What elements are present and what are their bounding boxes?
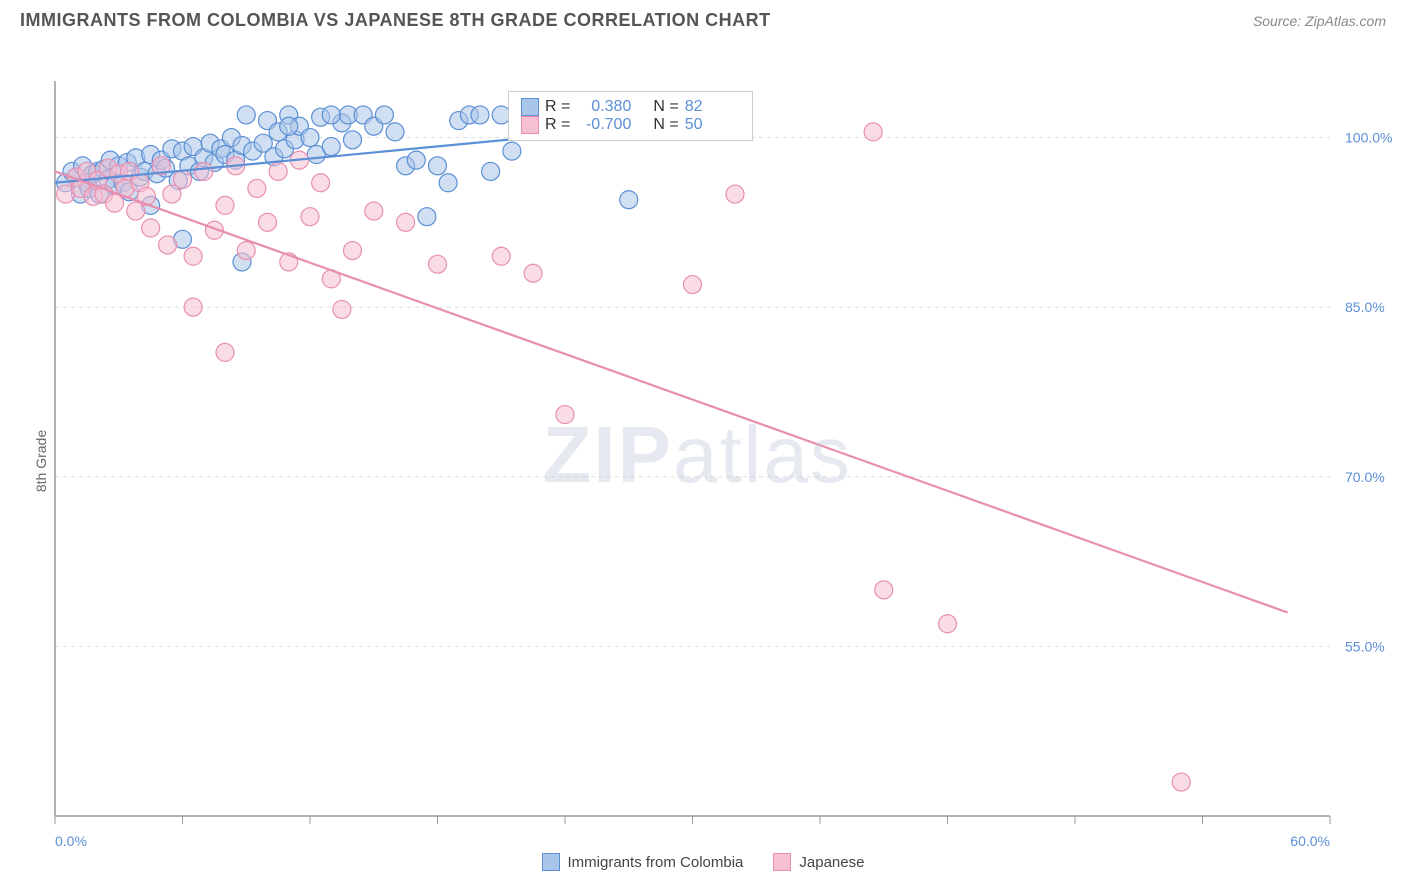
data-point-japanese bbox=[301, 208, 319, 226]
bottom-legend-item-colombia: Immigrants from Colombia bbox=[542, 853, 744, 871]
bottom-legend-item-japanese: Japanese bbox=[773, 853, 864, 871]
data-point-japanese bbox=[333, 300, 351, 318]
x-tick-label: 0.0% bbox=[55, 833, 87, 849]
data-point-colombia bbox=[418, 208, 436, 226]
data-point-japanese bbox=[248, 179, 266, 197]
data-point-colombia bbox=[471, 106, 489, 124]
trend-line-japanese bbox=[55, 171, 1288, 612]
legend-swatch bbox=[521, 116, 539, 134]
data-point-japanese bbox=[429, 255, 447, 273]
data-point-japanese bbox=[524, 264, 542, 282]
source-attribution: Source: ZipAtlas.com bbox=[1253, 13, 1386, 29]
legend-r-value: -0.700 bbox=[576, 116, 631, 134]
data-point-colombia bbox=[237, 106, 255, 124]
data-point-japanese bbox=[556, 406, 574, 424]
data-point-colombia bbox=[280, 117, 298, 135]
data-point-japanese bbox=[174, 170, 192, 188]
legend-r-value: 0.380 bbox=[576, 98, 631, 116]
data-point-japanese bbox=[259, 213, 277, 231]
legend-r-label: R = bbox=[545, 116, 570, 134]
legend-row-japanese: R = -0.700 N = 50 bbox=[521, 116, 740, 134]
x-tick-label: 60.0% bbox=[1290, 833, 1330, 849]
data-point-japanese bbox=[864, 123, 882, 141]
legend-n-label: N = bbox=[653, 98, 678, 116]
chart-container: 8th Grade 55.0% 70.0% 85.0% 100.0% 0.0% 60.0%… bbox=[0, 36, 1406, 886]
data-point-japanese bbox=[397, 213, 415, 231]
y-tick-label: 100.0% bbox=[1345, 130, 1392, 146]
legend-n-value: 50 bbox=[685, 116, 740, 134]
data-point-japanese bbox=[939, 615, 957, 633]
data-point-colombia bbox=[322, 138, 340, 156]
data-point-colombia bbox=[503, 142, 521, 160]
data-point-japanese bbox=[159, 236, 177, 254]
data-point-japanese bbox=[216, 343, 234, 361]
data-point-colombia bbox=[375, 106, 393, 124]
data-point-colombia bbox=[439, 174, 457, 192]
legend-n-value: 82 bbox=[685, 98, 740, 116]
y-axis-label: 8th Grade bbox=[33, 430, 49, 492]
data-point-japanese bbox=[684, 276, 702, 294]
chart-title: IMMIGRANTS FROM COLOMBIA VS JAPANESE 8TH… bbox=[20, 10, 771, 31]
data-point-japanese bbox=[184, 247, 202, 265]
legend-series-label: Japanese bbox=[799, 854, 864, 871]
data-point-japanese bbox=[312, 174, 330, 192]
data-point-colombia bbox=[620, 191, 638, 209]
chart-header: IMMIGRANTS FROM COLOMBIA VS JAPANESE 8TH… bbox=[0, 0, 1406, 36]
series-legend: Immigrants from Colombia Japanese bbox=[0, 848, 1406, 886]
data-point-japanese bbox=[344, 242, 362, 260]
y-tick-label: 55.0% bbox=[1345, 638, 1385, 654]
data-point-colombia bbox=[429, 157, 447, 175]
data-point-japanese bbox=[875, 581, 893, 599]
y-tick-label: 70.0% bbox=[1345, 469, 1385, 485]
y-tick-label: 85.0% bbox=[1345, 299, 1385, 315]
data-point-japanese bbox=[216, 196, 234, 214]
legend-series-label: Immigrants from Colombia bbox=[568, 854, 744, 871]
legend-swatch bbox=[542, 853, 560, 871]
data-point-colombia bbox=[386, 123, 404, 141]
data-point-japanese bbox=[1172, 773, 1190, 791]
legend-r-label: R = bbox=[545, 98, 570, 116]
data-point-colombia bbox=[322, 106, 340, 124]
data-point-colombia bbox=[407, 151, 425, 169]
legend-row-colombia: R = 0.380 N = 82 bbox=[521, 98, 740, 116]
legend-n-label: N = bbox=[653, 116, 678, 134]
legend-swatch bbox=[773, 853, 791, 871]
legend-swatch bbox=[521, 98, 539, 116]
data-point-japanese bbox=[726, 185, 744, 203]
data-point-japanese bbox=[492, 247, 510, 265]
data-point-colombia bbox=[482, 162, 500, 180]
data-point-japanese bbox=[237, 242, 255, 260]
correlation-legend: R = 0.380 N = 82 R = -0.700 N = 50 bbox=[508, 91, 753, 141]
scatter-chart: 55.0% 70.0% 85.0% 100.0% 0.0% 60.0% bbox=[0, 36, 1406, 856]
data-point-japanese bbox=[142, 219, 160, 237]
source-name: ZipAtlas.com bbox=[1305, 13, 1386, 29]
data-point-japanese bbox=[365, 202, 383, 220]
data-point-japanese bbox=[195, 162, 213, 180]
data-point-japanese bbox=[269, 162, 287, 180]
source-prefix: Source: bbox=[1253, 13, 1305, 29]
data-point-japanese bbox=[184, 298, 202, 316]
data-point-colombia bbox=[301, 129, 319, 147]
data-point-colombia bbox=[344, 131, 362, 149]
